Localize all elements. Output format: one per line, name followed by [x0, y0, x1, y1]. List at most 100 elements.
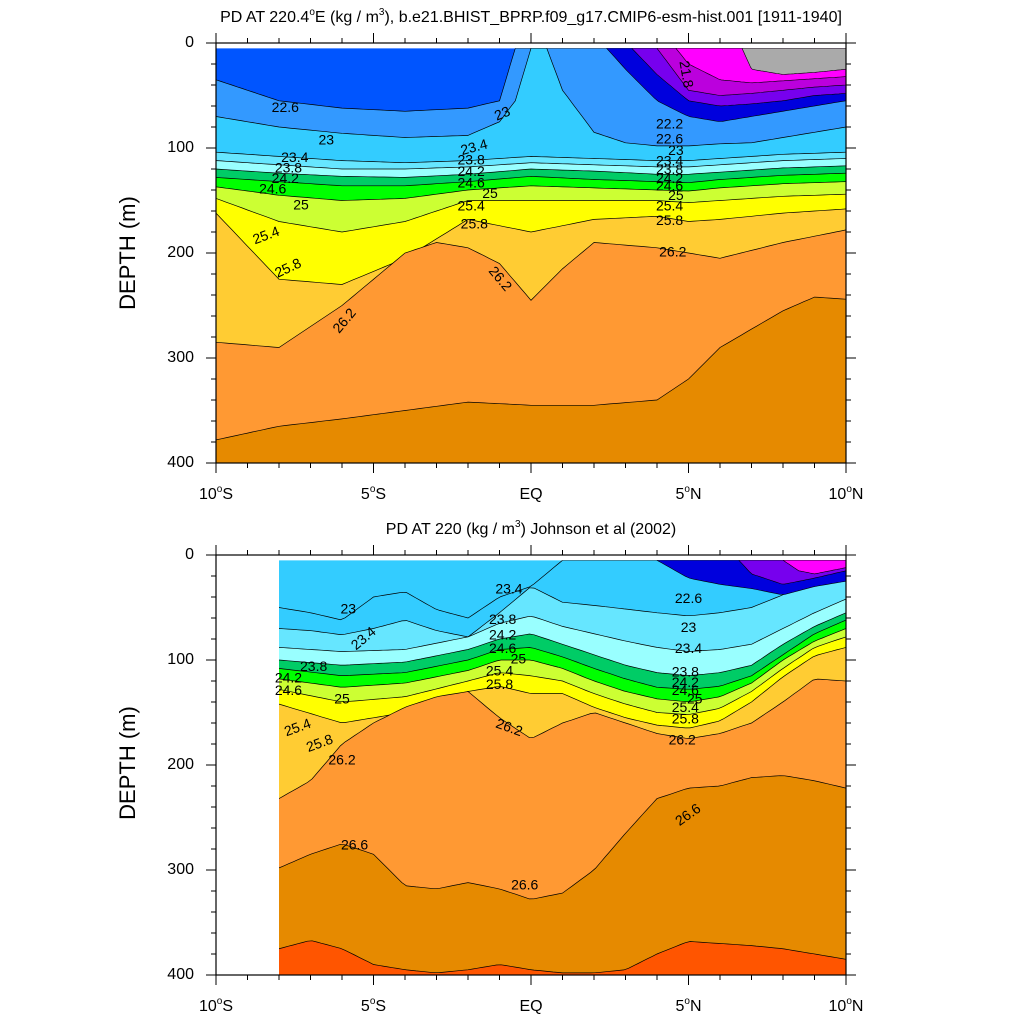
contour-line-26.2: [216, 229, 846, 348]
contour-label: 22.2: [656, 116, 683, 132]
contour-band-high-4: [741, 48, 846, 75]
contour-label: 26.2: [328, 752, 355, 768]
contour-label: 23.4: [459, 135, 490, 158]
chart-title: PD AT 220 (kg / m3) Johnson et al (2002): [386, 519, 676, 538]
contour-line-25.4: [279, 636, 846, 715]
x-tick-label: 10oN: [829, 996, 864, 1015]
contour-fill-group: [216, 48, 846, 463]
x-tick-label: 5oN: [675, 484, 701, 503]
contour-line-25.4: [216, 193, 846, 233]
y-tick-label: 400: [167, 454, 194, 471]
x-tick-label: 5oN: [675, 996, 701, 1015]
contour-label: 23.4: [675, 640, 702, 656]
contour-line-23.8: [216, 158, 846, 170]
contour-label: 23.4: [281, 149, 308, 165]
contour-line-25: [216, 181, 846, 201]
y-tick-label: 100: [167, 651, 194, 668]
y-tick-label: 200: [167, 244, 194, 261]
x-tick-label: EQ: [519, 998, 542, 1015]
contour-line-27: [279, 940, 846, 974]
contour-label: 24.2: [656, 170, 683, 186]
contour-band-26.6: [216, 297, 846, 463]
contour-line-24.2: [279, 612, 846, 676]
contour-label: 23: [681, 619, 697, 635]
contour-label: 24.6: [656, 178, 683, 194]
contour-line-25: [279, 628, 846, 703]
chart-title: PD AT 220.4oE (kg / m3), b.e21.BHIST_BPR…: [220, 7, 842, 26]
contour-label: 23.4: [656, 152, 683, 168]
contour-label: 25: [511, 651, 527, 667]
x-tick-label: 10oS: [199, 484, 233, 503]
contour-line-24.2: [216, 165, 846, 178]
contour-label: 23: [492, 103, 513, 124]
contour-band-high-2: [782, 560, 846, 575]
contour-label: 25: [293, 196, 309, 212]
contour-line-25.8: [216, 208, 846, 285]
x-tick-label: 5oS: [361, 484, 386, 503]
contour-label: 23.8: [458, 151, 485, 167]
contour-label: 24.2: [672, 674, 699, 690]
contour-line-24.6: [216, 172, 846, 187]
contour-label: 23: [668, 142, 684, 158]
contour-label: 25.4: [458, 198, 485, 214]
contour-line-24.6: [279, 619, 846, 690]
y-tick-label: 400: [167, 966, 194, 983]
y-tick-label: 100: [167, 139, 194, 156]
contour-label: 25: [482, 185, 498, 201]
contour-label: 25.4: [486, 662, 513, 678]
contour-line-23.4: [279, 567, 846, 638]
contour-line-26.2: [279, 678, 846, 799]
contour-label: 24.6: [259, 181, 286, 197]
contour-label: 24.2: [489, 627, 516, 643]
contour-label: 22.6: [675, 590, 702, 606]
contour-label: 24.2: [272, 170, 299, 186]
contour-label: 23.8: [656, 161, 683, 177]
contour-label: 25.8: [672, 711, 699, 727]
y-tick-label: 200: [167, 756, 194, 773]
contour-label: 22.6: [656, 130, 683, 146]
contour-label: 23.8: [300, 658, 327, 674]
y-tick-label: 300: [167, 349, 194, 366]
x-tick-label: 10oN: [829, 484, 864, 503]
contour-label: 25.4: [672, 699, 699, 715]
contour-line-23: [216, 48, 846, 147]
contour-band-26.6: [279, 775, 846, 975]
contour-label: 24.6: [458, 174, 485, 190]
x-tick-label: EQ: [519, 486, 542, 503]
contour-label: 24.6: [672, 682, 699, 698]
y-axis-label: DEPTH (m): [115, 706, 140, 820]
contour-label: 26.6: [341, 837, 368, 853]
contour-label: 24.6: [275, 682, 302, 698]
contour-label: 23: [318, 131, 334, 147]
y-tick-label: 0: [185, 34, 194, 51]
contour-label: 23.8: [275, 160, 302, 176]
contour-line-25.8: [279, 647, 846, 729]
contour-label: 25.8: [656, 212, 683, 228]
contour-label: 25: [334, 691, 350, 707]
contour-label: 25: [668, 187, 684, 203]
x-tick-label: 10oS: [199, 996, 233, 1015]
chart-panel-observation: PD AT 220 (kg / m3) Johnson et al (2002)…: [115, 519, 863, 1015]
contour-line-23.4: [216, 151, 846, 164]
contour-line-26.6: [216, 296, 846, 441]
contour-label: 22.6: [272, 99, 299, 115]
y-tick-label: 0: [185, 546, 194, 563]
contour-label: 24.2: [275, 670, 302, 686]
chart-panel-simulation: PD AT 220.4oE (kg / m3), b.e21.BHIST_BPR…: [115, 7, 863, 503]
contour-fill-group: [279, 560, 846, 975]
contour-label: 25.8: [461, 215, 488, 231]
contour-label: 23.8: [489, 611, 516, 627]
contour-label: 23.8: [672, 663, 699, 679]
contour-label: 21.8: [676, 59, 697, 89]
contour-label: 24.2: [458, 163, 485, 179]
contour-label: 25: [687, 691, 703, 707]
contour-label: 23.4: [495, 580, 522, 596]
contour-label: 25.4: [656, 198, 683, 214]
x-tick-label: 5oS: [361, 996, 386, 1015]
contour-label: 24.6: [489, 640, 516, 656]
y-tick-label: 300: [167, 861, 194, 878]
contour-band-27: [279, 940, 846, 975]
contour-label: 23: [341, 600, 357, 616]
y-axis-label: DEPTH (m): [115, 196, 140, 310]
